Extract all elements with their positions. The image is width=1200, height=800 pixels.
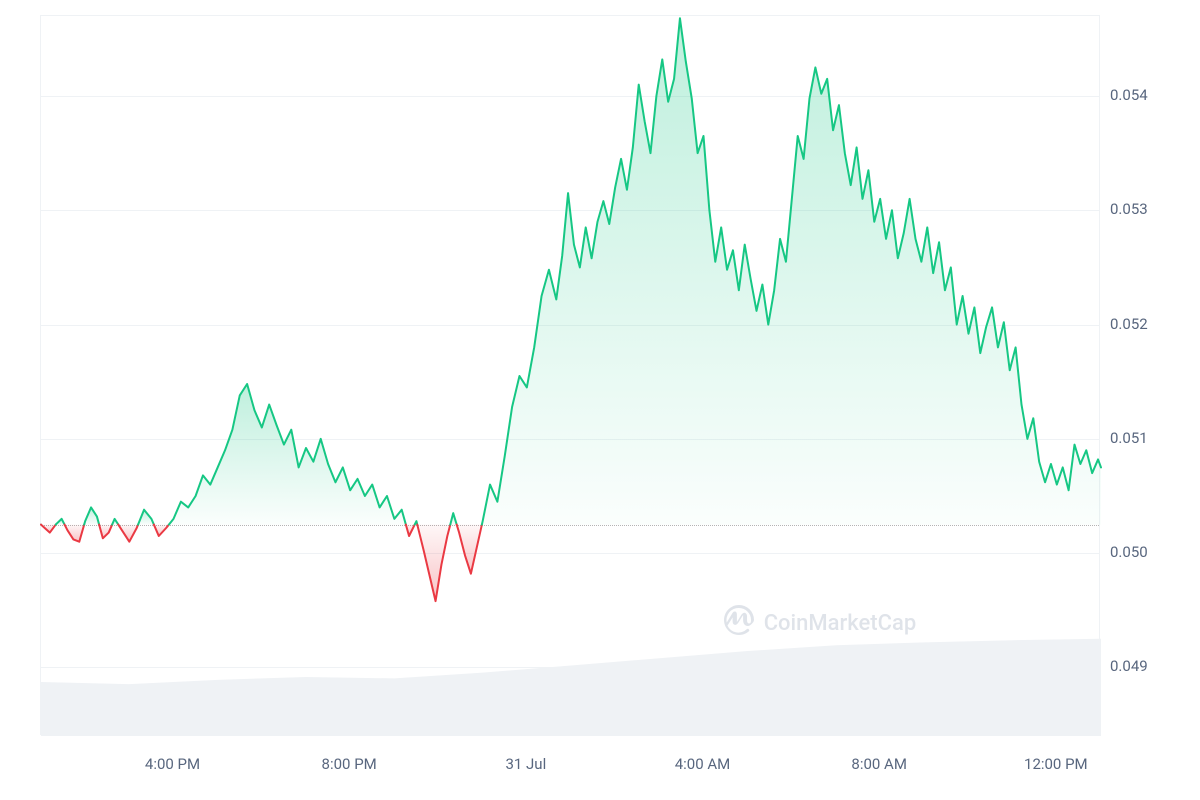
y-axis-label: 0.051 <box>1110 429 1148 447</box>
x-axis-label: 8:00 PM <box>322 755 377 773</box>
x-axis-label: 4:00 AM <box>675 755 731 773</box>
plot-area <box>41 16 1099 734</box>
watermark: CoinMarketCap <box>724 605 917 641</box>
watermark-text: CoinMarketCap <box>764 611 917 636</box>
coinmarketcap-logo-icon <box>724 605 754 641</box>
y-axis-label: 0.053 <box>1110 200 1148 218</box>
price-svg <box>41 16 1101 736</box>
y-axis-label: 0.050 <box>1110 543 1148 561</box>
x-axis-label: 8:00 AM <box>851 755 907 773</box>
y-axis-label: 0.049 <box>1110 657 1148 675</box>
x-axis-label: 12:00 PM <box>1024 755 1088 773</box>
x-axis-label: 31 Jul <box>505 755 546 773</box>
y-axis-label: 0.052 <box>1110 315 1148 333</box>
price-chart[interactable] <box>40 15 1100 735</box>
y-axis-label: 0.054 <box>1110 86 1148 104</box>
x-axis-label: 4:00 PM <box>145 755 200 773</box>
